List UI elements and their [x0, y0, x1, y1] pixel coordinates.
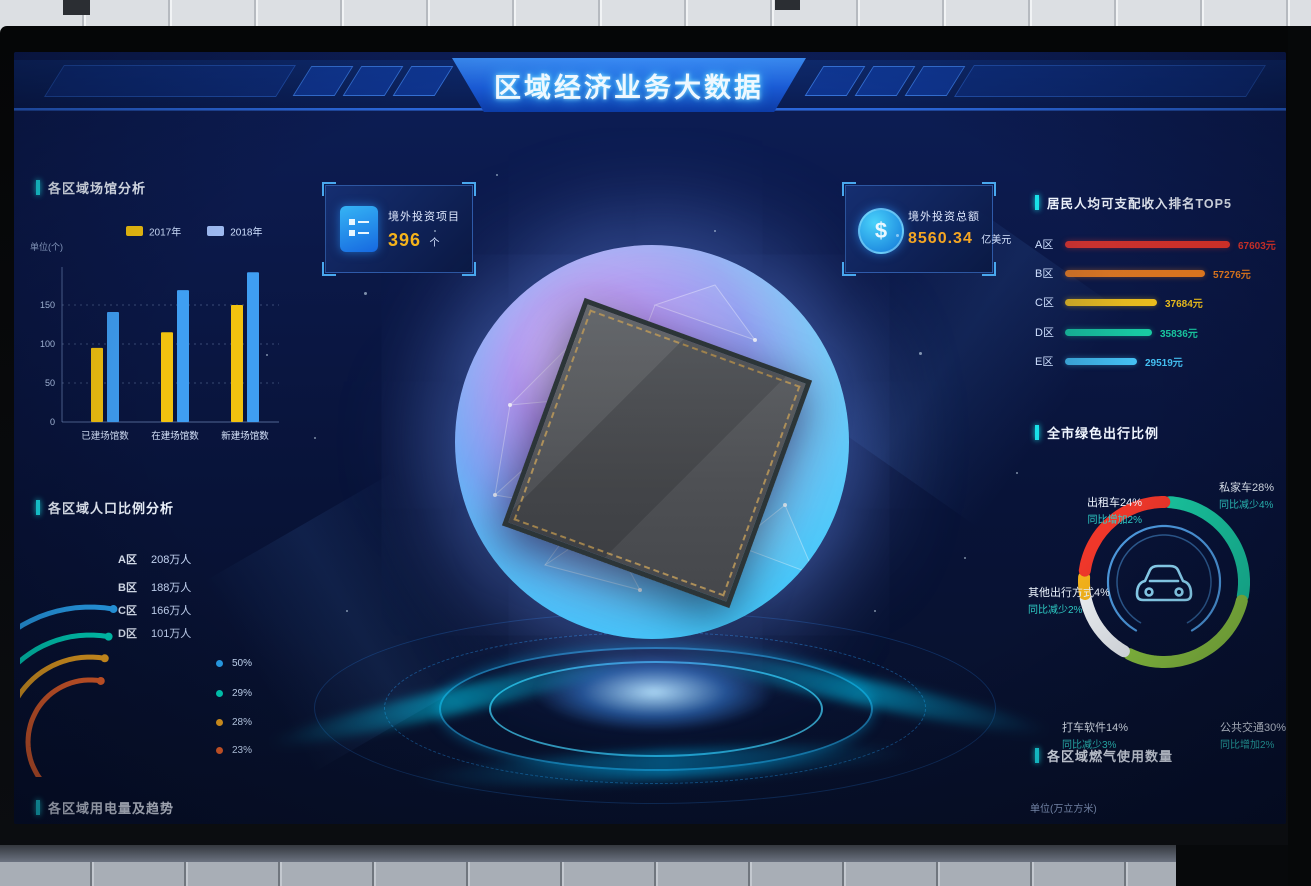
particle: [919, 352, 922, 355]
corner-bracket: [322, 182, 336, 196]
legend-dot: [216, 719, 223, 726]
svg-text:已建场馆数: 已建场馆数: [81, 430, 129, 442]
population-row: D区 101万人: [118, 628, 192, 640]
section-title-gas: 各区域燃气使用数量: [1035, 746, 1173, 765]
gas-unit-label: 单位(万立方米): [1030, 804, 1097, 815]
svg-text:0: 0: [50, 417, 55, 427]
donut-label-taxi: 出租车24% 同比增加2%: [1086, 497, 1142, 526]
title-accent-bar: [1035, 425, 1039, 440]
section-title-population: 各区域人口比例分析: [36, 498, 174, 517]
income-bar: [1065, 240, 1230, 248]
venue-legend: 2017年 2018年: [126, 222, 263, 240]
title-accent-bar: [36, 500, 40, 515]
svg-text:50: 50: [45, 378, 55, 388]
income-bar-row: B区 57276元: [1035, 268, 1251, 281]
shadow-right: [1288, 26, 1311, 886]
particle: [314, 437, 316, 439]
title-banner: 区域经济业务大数据: [452, 58, 806, 112]
income-bar-row: A区 67603元: [1035, 239, 1276, 252]
income-bar: [1065, 269, 1205, 277]
stat-value: 396: [388, 230, 422, 250]
corner-bracket: [462, 182, 476, 196]
wall-bottom: [0, 845, 1311, 886]
particle: [896, 234, 899, 237]
venue-bar-chart: 0 50 100 150 已建场馆数 在建场馆数 新建场馆数: [24, 237, 294, 452]
wall-mark: [63, 0, 90, 15]
population-row: A区 208万人: [118, 554, 192, 566]
population-row: C区 166万人: [118, 605, 192, 617]
particle: [364, 292, 367, 295]
section-title-electricity: 各区域用电量及趋势: [36, 798, 174, 817]
population-arc-chart: [20, 547, 270, 777]
title-accent-bar: [1035, 195, 1039, 210]
wall-tiles-bottom: [0, 862, 1311, 886]
stat-label: 境外投资总额: [908, 211, 980, 223]
donut-label-private-car: 私家车28% 同比减少4%: [1219, 482, 1275, 511]
corner-bracket: [842, 262, 856, 276]
dollar-icon: $: [858, 208, 904, 254]
stat-unit: 亿美元: [981, 235, 1012, 246]
tv-bezel: 区域经济业务大数据: [0, 26, 1311, 852]
venue-unit-label: 单位(个): [30, 242, 63, 252]
dashboard-screen: 区域经济业务大数据: [14, 52, 1286, 824]
corner-bracket: [982, 262, 996, 276]
particle: [1016, 472, 1018, 474]
particle: [714, 230, 716, 232]
stat-label: 境外投资项目: [388, 211, 460, 223]
corner-bracket: [842, 182, 856, 196]
section-title-income: 居民人均可支配收入排名TOP5: [1035, 193, 1232, 212]
legend-dot: [216, 747, 223, 754]
wall-mark: [775, 0, 800, 10]
page-title: 区域经济业务大数据: [494, 72, 764, 103]
svg-text:新建场馆数: 新建场馆数: [221, 430, 269, 442]
folder-icon: [340, 206, 378, 252]
population-legend-item: 28%: [216, 717, 252, 728]
stat-box-invest-total: $ 境外投资总额 8560.34 亿美元: [842, 182, 1011, 276]
title-accent-bar: [36, 800, 40, 815]
particle: [266, 354, 268, 356]
header-deco-band-left: [44, 65, 296, 97]
section-title-travel: 全市绿色出行比例: [1035, 423, 1159, 442]
donut-label-other: 其他出行方式4% 同比减少2%: [1028, 587, 1110, 616]
population-legend-item: 29%: [216, 688, 252, 699]
income-bar: [1065, 328, 1152, 336]
svg-text:150: 150: [40, 300, 55, 310]
population-row: B区 188万人: [118, 582, 192, 594]
particle: [434, 230, 436, 232]
income-bar-row: C区 37684元: [1035, 297, 1203, 310]
svg-text:在建场馆数: 在建场馆数: [151, 430, 199, 442]
donut-label-ride-hailing: 打车软件14% 同比减少3%: [1062, 722, 1129, 751]
income-bar: [1065, 298, 1157, 306]
population-legend-item: 23%: [216, 745, 252, 756]
section-title-venue: 各区域场馆分析: [36, 178, 146, 197]
bezel-bottom-reflection: [0, 845, 1311, 862]
svg-text:100: 100: [40, 339, 55, 349]
particle: [496, 174, 498, 176]
legend-dot: [216, 660, 223, 667]
title-accent-bar: [36, 180, 40, 195]
corner-bracket: [462, 262, 476, 276]
donut-label-public-transit: 公共交通30% 同比增加2%: [1220, 722, 1286, 751]
stat-value: 8560.34: [908, 230, 973, 247]
stat-unit: 个: [429, 238, 440, 249]
particle: [964, 557, 966, 559]
title-accent-bar: [1035, 748, 1039, 763]
legend-2018: 2018年: [230, 227, 263, 239]
travel-donut-chart: [1064, 482, 1264, 682]
legend-dot: [216, 690, 223, 697]
corner-bracket: [322, 262, 336, 276]
particle: [346, 610, 348, 612]
income-bar-row: E区 29519元: [1035, 356, 1183, 369]
income-bar-row: D区 35836元: [1035, 327, 1198, 340]
header-deco-band-right: [954, 65, 1266, 97]
legend-2017: 2017年: [149, 227, 182, 239]
corner-bracket: [982, 182, 996, 196]
particle: [874, 610, 876, 612]
stat-box-invest-project: 境外投资项目 396 个: [322, 182, 476, 276]
population-legend-item: 50%: [216, 658, 252, 669]
income-bar: [1065, 357, 1137, 365]
